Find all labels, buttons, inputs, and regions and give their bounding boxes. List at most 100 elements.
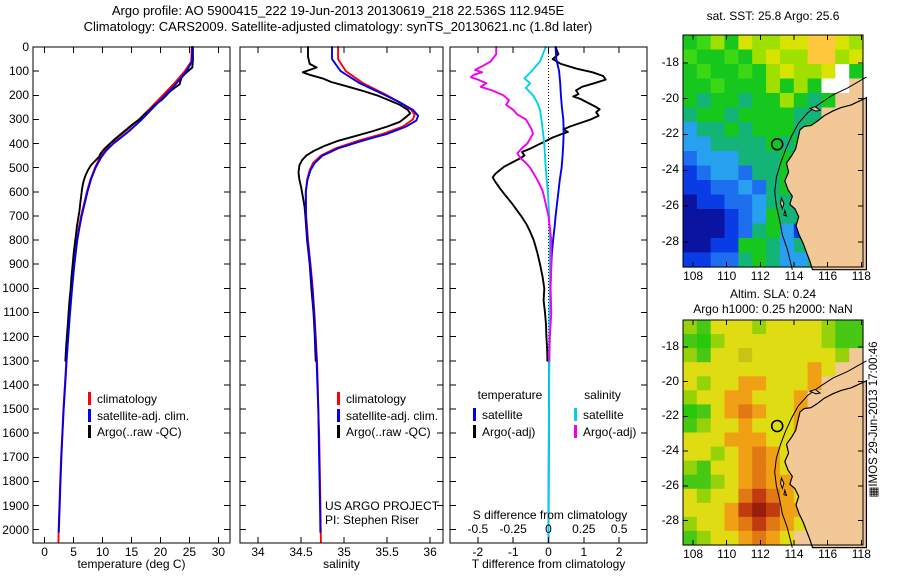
heatmap-cell xyxy=(752,252,767,268)
heatmap-cell xyxy=(766,209,781,225)
heatmap-cell xyxy=(683,252,698,268)
heatmap-cell xyxy=(710,122,726,138)
heatmap-cell xyxy=(766,49,781,65)
heatmap-cell xyxy=(710,49,726,65)
sla-map-lon-tick-label: 118 xyxy=(851,547,871,561)
heatmap-cell xyxy=(738,78,753,94)
heatmap-cell xyxy=(710,376,726,391)
heatmap-cell xyxy=(738,432,753,448)
t-difference-axis-label: T difference from climatology xyxy=(471,557,626,571)
heatmap-cell xyxy=(724,35,739,51)
heatmap-cell xyxy=(835,93,850,109)
heatmap-cell xyxy=(807,35,822,51)
heatmap-cell xyxy=(710,418,726,434)
heatmap-cell xyxy=(696,194,712,210)
heatmap-cell xyxy=(738,530,753,546)
heatmap-cell xyxy=(821,320,836,335)
heatmap-cell xyxy=(696,516,712,532)
heatmap-cell xyxy=(683,180,698,196)
heatmap-cell xyxy=(793,35,809,51)
difference-profile-xtick-label: 1 xyxy=(580,545,588,559)
heatmap-cell xyxy=(696,136,712,152)
s-difference-tick-label: -0.5 xyxy=(467,522,489,536)
depth-tick-label: 1400 xyxy=(2,377,29,392)
heatmap-cell xyxy=(683,488,698,504)
heatmap-cell xyxy=(766,404,781,420)
depth-tick-label: 1500 xyxy=(2,402,29,417)
sla-map-lat-tick-label: -22 xyxy=(661,408,679,423)
heatmap-cell xyxy=(683,194,698,210)
heatmap-cell xyxy=(696,78,712,94)
heatmap-cell xyxy=(793,107,809,123)
sst-map-lat-tick-label: -20 xyxy=(661,90,679,105)
heatmap-cell xyxy=(710,432,726,448)
difference-profile-xtick-label: 0 xyxy=(545,545,552,559)
heatmap-cell xyxy=(683,238,698,254)
heatmap-cell xyxy=(683,334,698,349)
heatmap-cell xyxy=(779,502,795,518)
salinity-profile-xtick-label: 34 xyxy=(251,545,265,559)
heatmap-cell xyxy=(779,530,795,546)
heatmap-cell xyxy=(835,320,850,335)
heatmap-cell xyxy=(793,64,809,80)
heatmap-cell xyxy=(821,376,836,391)
heatmap-cell xyxy=(752,502,767,518)
legend-label: climatology xyxy=(97,392,158,406)
heatmap-cell xyxy=(738,180,753,196)
heatmap-cell xyxy=(724,252,739,268)
difference-profile-xtick-label: -1 xyxy=(507,545,519,559)
heatmap-cell xyxy=(807,362,822,377)
heatmap-cell xyxy=(849,362,864,377)
sla-map-title-line1: Altim. SLA: 0.24 xyxy=(729,287,817,301)
heatmap-cell xyxy=(779,107,795,123)
heatmap-cell xyxy=(738,362,753,377)
heatmap-cell xyxy=(724,418,739,434)
heatmap-cell xyxy=(752,122,767,138)
heatmap-cell xyxy=(766,136,781,152)
heatmap-cell xyxy=(696,488,712,504)
sst-map-lon-tick-label: 116 xyxy=(818,269,838,283)
sla-map-lon-tick-label: 116 xyxy=(818,547,838,561)
heatmap-cell xyxy=(766,432,781,448)
heatmap-cell xyxy=(696,530,712,546)
heatmap-cell xyxy=(779,376,795,391)
heatmap-cell xyxy=(821,362,836,377)
heatmap-cell xyxy=(766,122,781,138)
heatmap-cell xyxy=(696,209,712,225)
sst-map-lat-tick-label: -18 xyxy=(661,54,679,69)
legend-swatch xyxy=(337,425,340,438)
heatmap-cell xyxy=(710,334,726,349)
legend-swatch xyxy=(88,408,91,422)
heatmap-cell xyxy=(793,49,809,65)
heatmap-cell xyxy=(710,223,726,239)
heatmap-cell xyxy=(683,49,698,65)
heatmap-cell xyxy=(710,530,726,546)
heatmap-cell xyxy=(710,460,726,476)
heatmap-cell xyxy=(696,238,712,254)
sla-map-lon-tick-label: 112 xyxy=(750,547,770,561)
difference-profile-xtick-label: -2 xyxy=(472,545,484,559)
heatmap-cell xyxy=(696,474,712,490)
heatmap-cell xyxy=(696,35,712,51)
heatmap-cell xyxy=(835,348,850,363)
heatmap-cell xyxy=(696,404,712,420)
heatmap-cell xyxy=(724,151,739,167)
heatmap-cell xyxy=(738,474,753,490)
heatmap-cell xyxy=(752,35,767,51)
heatmap-cell xyxy=(752,418,767,434)
heatmap-cell xyxy=(835,362,850,377)
heatmap-cell xyxy=(724,502,739,518)
depth-tick-label: 1900 xyxy=(2,498,29,513)
heatmap-cell xyxy=(779,93,795,109)
heatmap-cell xyxy=(752,376,767,391)
heatmap-cell xyxy=(738,516,753,532)
sst-map-lat-tick-label: -24 xyxy=(661,162,679,177)
heatmap-cell xyxy=(752,180,767,196)
heatmap-cell xyxy=(793,93,809,109)
profile-line-s-satellite xyxy=(523,46,551,543)
heatmap-cell xyxy=(766,78,781,94)
heatmap-cell xyxy=(793,334,809,349)
heatmap-cell xyxy=(710,165,726,181)
heatmap-cell xyxy=(738,194,753,210)
